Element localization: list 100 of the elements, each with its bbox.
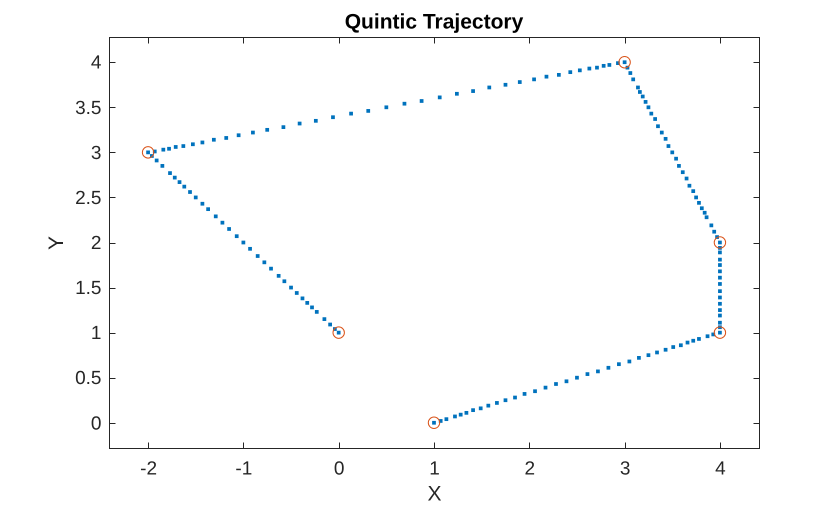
point [236,133,240,138]
point [586,372,590,376]
y-tick-label: 3.5 [75,98,102,119]
point [294,291,299,295]
point [194,196,198,200]
point [697,337,701,341]
x-tick-label: 1 [429,458,440,480]
point [300,296,304,300]
point [349,112,353,116]
chart-title: Quintic Trajectory [344,10,524,34]
point [718,263,722,267]
point [366,109,370,113]
point [697,200,701,205]
point [167,146,171,151]
point [656,124,660,128]
point [606,366,610,370]
y-tick-label: 4 [90,52,102,74]
point [655,350,659,354]
point [671,345,676,349]
point [332,326,345,339]
x-tick-label: 2 [524,458,536,480]
point [718,296,722,300]
point [227,227,231,231]
point [495,401,499,405]
point [322,317,326,321]
point [617,362,621,366]
point [674,156,678,161]
point [554,382,558,386]
point [438,96,442,100]
point [533,389,537,394]
point [200,140,204,144]
point [718,250,722,254]
x-tick-label: -2 [140,458,158,480]
point [607,63,612,67]
point [718,302,722,306]
point [684,176,688,180]
point [638,90,642,94]
point [686,340,690,344]
point [310,306,314,310]
point [666,144,670,148]
point [637,356,641,360]
point [518,80,522,84]
point [142,146,154,159]
point [331,115,335,120]
point [471,89,475,93]
point [628,360,632,364]
y-tick-label: 1.5 [75,278,102,300]
point [544,386,548,390]
y-tick-label: 2.5 [75,188,102,209]
point [664,136,668,141]
point [182,184,186,188]
point [504,82,508,87]
point [718,314,722,318]
point [200,202,204,206]
point [248,246,252,251]
point [251,130,255,134]
y-tick-label: 0.5 [75,368,102,390]
point [464,410,468,415]
point [704,215,708,220]
point [718,289,722,294]
point [653,117,657,121]
point [694,196,698,200]
point [314,310,319,314]
point [160,164,164,168]
x-tick-label: 0 [334,458,344,480]
point [718,269,722,274]
x-tick-label: 3 [620,458,630,480]
point [714,326,726,339]
point [688,184,692,188]
point [596,370,600,374]
point [664,348,668,352]
point [718,320,722,325]
point [269,266,273,271]
point [487,86,492,90]
point [188,190,192,194]
point [587,66,592,70]
point [504,398,508,402]
point [282,125,286,130]
y-axis-title: Y [45,236,68,250]
point [706,334,710,338]
point [649,112,654,116]
point [242,240,246,244]
point [564,379,568,384]
point [628,71,632,75]
point [595,66,599,70]
point [532,77,536,82]
point [256,254,260,258]
y-tick-label: 1 [90,323,102,344]
x-tick-label: -1 [235,458,252,480]
point [206,207,210,212]
point [544,74,548,79]
point [298,122,302,126]
point [718,308,722,312]
y-tick-label: 2 [90,233,102,254]
point [220,220,224,225]
point [718,282,722,286]
x-axis-title: X [427,482,442,506]
point [305,301,310,305]
point [646,105,650,110]
point [677,164,681,168]
